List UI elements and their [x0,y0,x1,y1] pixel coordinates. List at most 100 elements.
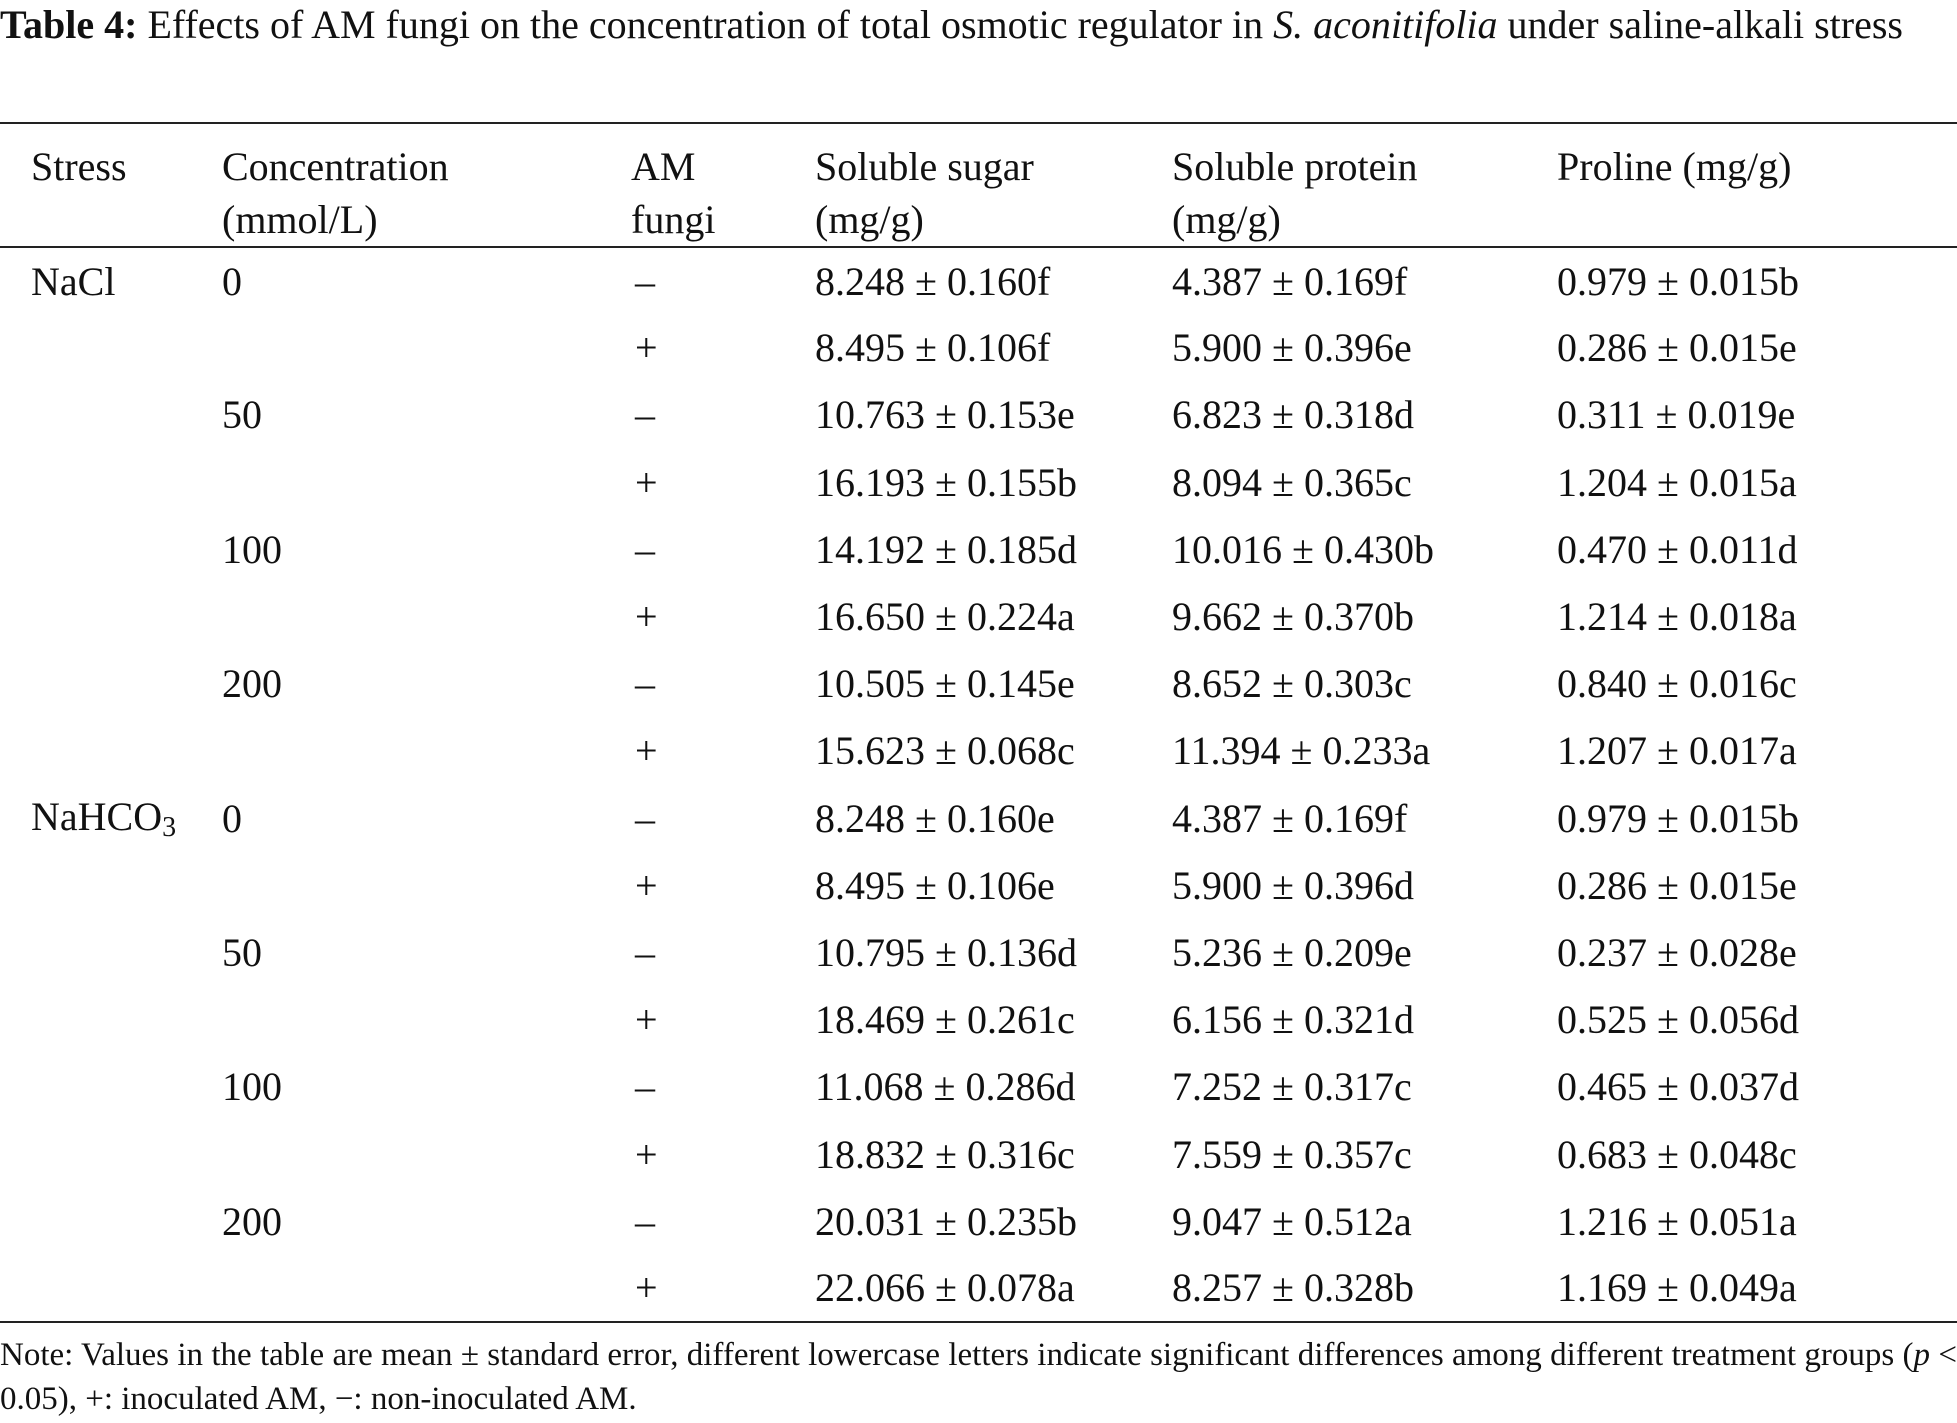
caption-label: Table 4: [0,2,138,47]
value: 10.795 ± 0.136d [815,929,1077,975]
table-row: 100 – 14.192 ± 0.185d 10.016 ± 0.430b 0.470 … [0,516,1957,583]
value: 16.193 ± 0.155b [815,459,1077,505]
value: 5.236 ± 0.209e [1172,929,1412,975]
stress-cell [0,1254,222,1324]
header-text: (mg/g) [815,197,924,242]
value-cell: 0.286 ± 0.015e [1557,314,1957,381]
am-cell: + [631,449,815,516]
am-fungi: + [635,459,658,505]
stress-cell [0,919,222,986]
value-cell: 0.683 ± 0.048c [1557,1120,1957,1187]
note: Note: Values in the table are mean ± sta… [0,1333,1957,1421]
note-italic: p [1913,1337,1931,1373]
concentration-cell [222,717,631,784]
value: 8.248 ± 0.160f [815,258,1051,304]
value: 0.286 ± 0.015e [1557,325,1797,371]
concentration: 50 [222,929,262,975]
concentration-cell: 50 [222,381,631,448]
value-cell: 8.652 ± 0.303c [1172,650,1557,717]
value: 18.469 ± 0.261c [815,997,1075,1043]
value-cell: 22.066 ± 0.078a [815,1254,1172,1324]
stress-cell [0,583,222,650]
header-text: Soluble protein [1172,144,1418,189]
value: 0.286 ± 0.015e [1557,862,1797,908]
table-row: 100 – 11.068 ± 0.286d 7.252 ± 0.317c 0.465 ±… [0,1053,1957,1120]
concentration: 200 [222,661,282,707]
value-cell: 7.559 ± 0.357c [1172,1120,1557,1187]
stress: NaCl [31,258,116,304]
value: 0.237 ± 0.028e [1557,929,1797,975]
value: 0.979 ± 0.015b [1557,795,1799,841]
concentration-cell: 50 [222,919,631,986]
value: 8.094 ± 0.365c [1172,459,1412,505]
am-cell: – [631,650,815,717]
value: 5.900 ± 0.396e [1172,325,1412,371]
am-fungi: – [635,392,655,438]
am-cell: + [631,852,815,919]
value-cell: 1.204 ± 0.015a [1557,449,1957,516]
concentration-cell: 0 [222,247,631,314]
caption: Table 4: Effects of AM fungi on the conc… [0,0,1957,50]
table-row: NaHCO3 0–8.248 ± 0.160e 4.387 ± 0.169f 0.97… [0,785,1957,852]
table-row: 200 – 10.505 ± 0.145e 8.652 ± 0.303c 0.840 ±… [0,650,1957,717]
value-cell: 8.248 ± 0.160f [815,247,1172,314]
value: 9.047 ± 0.512a [1172,1198,1412,1244]
stress-cell [0,1120,222,1187]
header-cell: Soluble protein (mg/g) [1172,122,1557,248]
am-cell: – [631,785,815,852]
am-fungi: + [635,594,658,640]
value-cell: 16.193 ± 0.155b [815,449,1172,516]
value-cell: 5.236 ± 0.209e [1172,919,1557,986]
value: 10.505 ± 0.145e [815,661,1075,707]
concentration-cell [222,583,631,650]
value-cell: 0.979 ± 0.015b [1557,247,1957,314]
value-cell: 14.192 ± 0.185d [815,516,1172,583]
header-row: Stress Concentration (mmol/L) AM fungi Solubl… [0,122,1957,248]
table-row: 50 – 10.795 ± 0.136d 5.236 ± 0.209e 0.237 ± … [0,919,1957,986]
concentration-cell [222,852,631,919]
value-cell: 4.387 ± 0.169f [1172,785,1557,852]
concentration-cell [222,1254,631,1324]
header-text: Soluble sugar [815,144,1034,189]
note-text: Note: Values in the table are mean ± sta… [0,1337,1914,1373]
caption-text: under saline-alkali stress [1497,2,1903,47]
am-cell: + [631,986,815,1053]
value: 4.387 ± 0.169f [1172,258,1408,304]
am-fungi: – [635,526,655,572]
value-cell: 18.832 ± 0.316c [815,1120,1172,1187]
value: 0.840 ± 0.016c [1557,661,1797,707]
value: 11.394 ± 0.233a [1172,728,1431,774]
value-cell: 8.248 ± 0.160e [815,785,1172,852]
stress-subscript: 3 [162,811,177,843]
value: 1.216 ± 0.051a [1557,1198,1797,1244]
header-cell: Soluble sugar (mg/g) [815,122,1172,248]
value-cell: 6.823 ± 0.318d [1172,381,1557,448]
value: 0.470 ± 0.011d [1557,526,1798,572]
am-fungi: – [635,1064,655,1110]
concentration-cell [222,1120,631,1187]
concentration: 100 [222,1064,282,1110]
value-cell: 0.840 ± 0.016c [1557,650,1957,717]
value: 1.204 ± 0.015a [1557,459,1797,505]
value: 22.066 ± 0.078a [815,1265,1075,1311]
concentration: 100 [222,526,282,572]
value: 1.207 ± 0.017a [1557,728,1797,774]
header-text: Concentration [222,144,449,189]
table-row: +15.623 ± 0.068c 11.394 ± 0.233a 1.207 ± 0… [0,717,1957,784]
am-fungi: – [635,795,655,841]
value: 0.683 ± 0.048c [1557,1131,1797,1177]
am-fungi: – [635,1198,655,1244]
value: 6.823 ± 0.318d [1172,392,1414,438]
value: 10.763 ± 0.153e [815,392,1075,438]
stress-cell [0,1053,222,1120]
value: 20.031 ± 0.235b [815,1198,1077,1244]
value: 8.495 ± 0.106f [815,325,1051,371]
am-cell: – [631,1053,815,1120]
value-cell: 10.505 ± 0.145e [815,650,1172,717]
stress: NaHCO [31,793,163,839]
value-cell: 1.214 ± 0.018a [1557,583,1957,650]
header-cell: AM fungi [631,122,815,248]
value: 11.068 ± 0.286d [815,1064,1076,1110]
value: 4.387 ± 0.169f [1172,795,1408,841]
note-text: < 0.05), +: inoculated AM, −: non-inocul… [0,1337,1957,1417]
